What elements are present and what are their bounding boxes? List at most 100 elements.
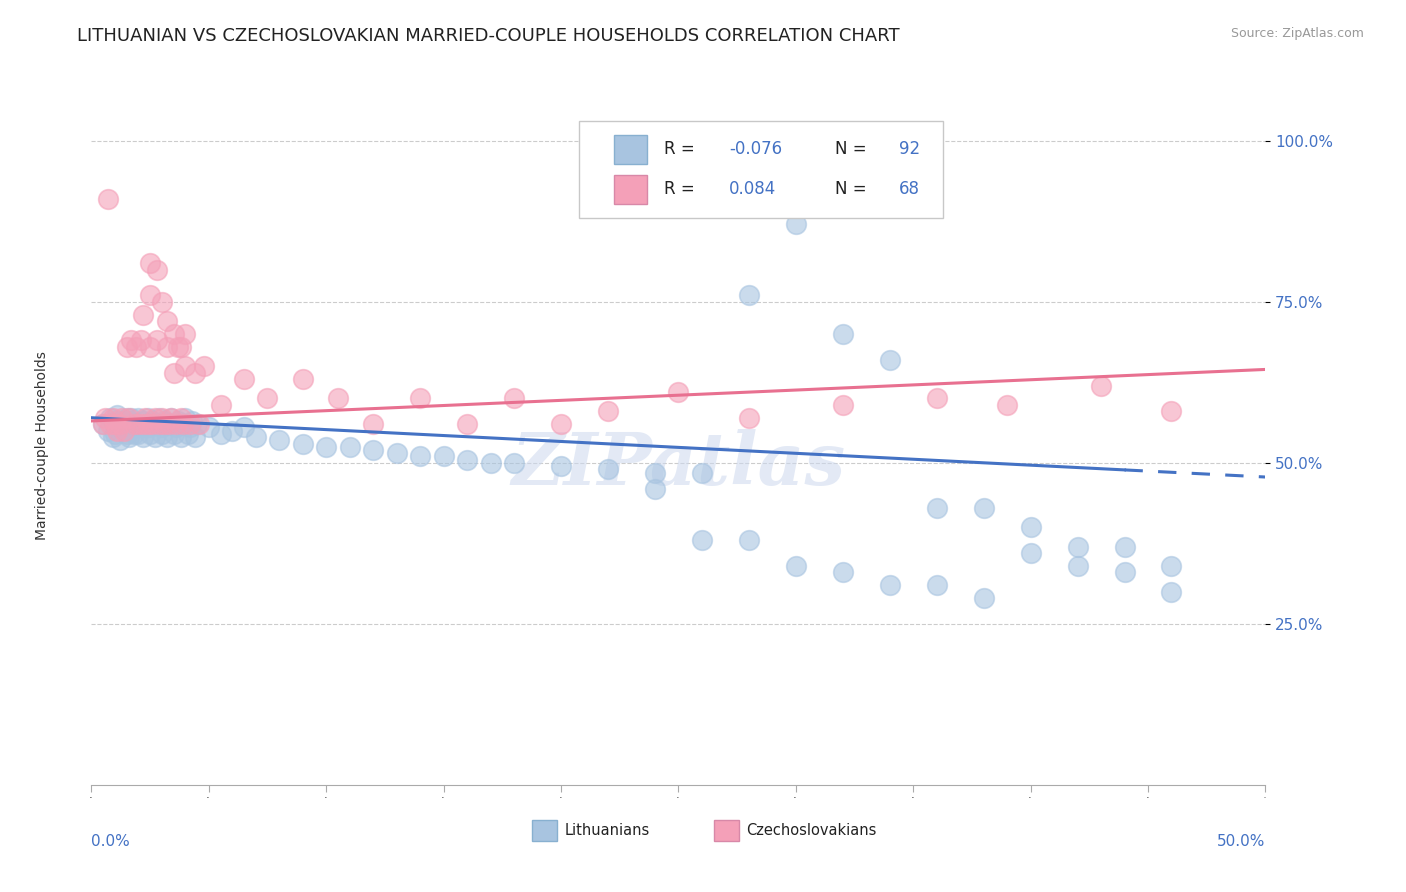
Point [108, 417, 131, 432]
Point [596, 462, 619, 476]
Point [101, 430, 124, 444]
Point [879, 352, 901, 367]
FancyBboxPatch shape [614, 175, 647, 203]
Point [120, 334, 142, 348]
Point [127, 426, 149, 441]
Point [120, 410, 142, 425]
Point [361, 442, 384, 457]
Point [831, 566, 853, 580]
Point [432, 450, 454, 464]
Point [197, 420, 219, 434]
Point [550, 458, 572, 473]
Point [831, 326, 853, 341]
Point [129, 420, 152, 434]
Point [385, 446, 408, 460]
Point [456, 417, 478, 432]
Point [132, 430, 155, 444]
Point [690, 466, 713, 480]
Point [112, 417, 135, 432]
Point [157, 417, 180, 432]
FancyBboxPatch shape [614, 135, 647, 164]
Point [155, 340, 177, 354]
Point [172, 417, 194, 432]
Point [160, 410, 183, 425]
Point [118, 430, 141, 444]
Point [111, 410, 134, 425]
Point [738, 410, 761, 425]
Point [973, 591, 995, 606]
Point [233, 372, 256, 386]
Point [925, 578, 948, 592]
Point [150, 420, 173, 434]
Point [118, 410, 141, 425]
Point [108, 434, 131, 448]
Point [162, 326, 184, 341]
Point [111, 414, 134, 428]
Point [186, 417, 208, 432]
Point [105, 424, 128, 438]
Point [101, 410, 124, 425]
Text: ZIPatlas: ZIPatlas [512, 429, 845, 500]
Point [183, 366, 205, 380]
Point [1114, 566, 1136, 580]
Text: 0.0%: 0.0% [91, 834, 131, 848]
Point [209, 426, 232, 441]
Point [153, 414, 176, 428]
Point [233, 420, 256, 434]
Point [409, 392, 432, 406]
Point [245, 430, 267, 444]
Point [139, 340, 162, 354]
Point [146, 262, 169, 277]
Point [98, 410, 121, 425]
Point [132, 308, 155, 322]
Point [1160, 584, 1182, 599]
Point [256, 392, 278, 406]
Point [139, 288, 162, 302]
Point [179, 417, 201, 432]
Point [1090, 378, 1112, 392]
Point [97, 424, 120, 438]
FancyBboxPatch shape [531, 820, 557, 840]
Point [112, 424, 135, 438]
Point [118, 414, 141, 428]
Point [409, 450, 432, 464]
Point [176, 426, 198, 441]
Text: R =: R = [664, 140, 700, 158]
Point [596, 404, 619, 418]
Point [125, 340, 148, 354]
Point [1066, 558, 1088, 573]
Point [169, 410, 191, 425]
Point [1160, 558, 1182, 573]
Text: N =: N = [835, 140, 872, 158]
Point [1019, 546, 1042, 560]
Text: -0.076: -0.076 [728, 140, 782, 158]
Point [115, 420, 138, 434]
Point [150, 410, 173, 425]
Text: Source: ZipAtlas.com: Source: ZipAtlas.com [1230, 27, 1364, 40]
Point [644, 466, 666, 480]
Point [456, 452, 478, 467]
Point [115, 426, 138, 441]
Point [136, 410, 159, 425]
Point [361, 417, 384, 432]
Point [148, 417, 170, 432]
Point [995, 398, 1018, 412]
Point [291, 436, 314, 450]
Point [150, 426, 173, 441]
Point [925, 500, 948, 515]
Point [134, 410, 156, 425]
Point [115, 410, 138, 425]
Point [785, 218, 807, 232]
Text: Czechoslovakians: Czechoslovakians [747, 822, 877, 838]
Point [209, 398, 232, 412]
Point [105, 408, 128, 422]
Point [831, 398, 853, 412]
Point [136, 417, 159, 432]
Point [1019, 520, 1042, 534]
Point [122, 426, 145, 441]
Point [139, 256, 162, 270]
Point [315, 440, 337, 454]
Point [172, 417, 194, 432]
Text: N =: N = [835, 180, 872, 198]
Point [91, 417, 114, 432]
